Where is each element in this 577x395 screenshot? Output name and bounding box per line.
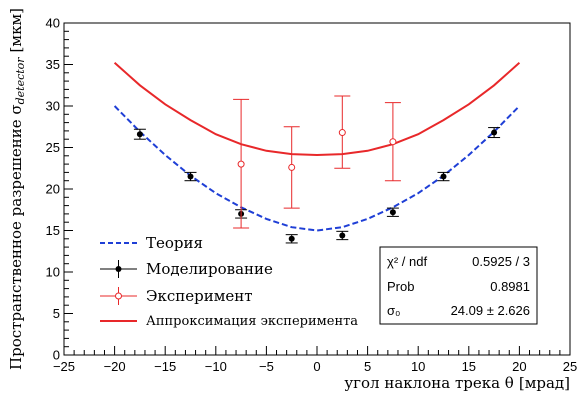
- y-axis-label-main: Пространственное разрешение σ: [7, 104, 25, 370]
- x-tick-label: −15: [154, 359, 176, 374]
- simulation-point: [288, 235, 295, 242]
- legend-label-experiment: Эксперимент: [146, 287, 253, 305]
- x-tick-label: −5: [259, 359, 274, 374]
- y-tick-label: 25: [46, 140, 60, 155]
- experiment-point: [389, 138, 397, 146]
- y-tick-label: 40: [46, 16, 60, 31]
- stats-sigma-value: 24.09 ± 2.626: [451, 303, 530, 318]
- y-tick-label: 5: [53, 306, 60, 321]
- y-axis-label-sub: detector: [14, 57, 27, 105]
- x-tick-label: −20: [104, 359, 126, 374]
- x-tick-label: 20: [512, 359, 526, 374]
- x-tick-label: −10: [205, 359, 227, 374]
- legend: Теория Моделирование Эксперимент Аппрокс…: [100, 234, 358, 329]
- simulation-point: [491, 129, 498, 136]
- legend-item-theory: Теория: [100, 234, 203, 252]
- y-tick-label: 15: [46, 223, 60, 238]
- fit-curve: [113, 62, 521, 157]
- chart-marks: [113, 62, 521, 244]
- experiment-point: [237, 160, 245, 168]
- stats-sigma-label: σ₀: [387, 303, 400, 318]
- stats-chi2-label: χ² / ndf: [387, 254, 427, 269]
- x-axis-label-main: угол наклона трека θ: [344, 374, 514, 392]
- experiment-point: [288, 163, 296, 171]
- legend-item-simulation: Моделирование: [100, 260, 273, 278]
- stats-prob-value: 0.8981: [490, 279, 530, 294]
- axes: −25 −20 −15 −10 −5 0 5 10 15 20 25 0 5 10 15 20 25 30 35 40: [46, 16, 577, 375]
- legend-swatch-simulation-marker: [115, 266, 122, 272]
- stats-box-frame: [379, 246, 538, 325]
- simulation-point: [389, 209, 396, 216]
- simulation-point: [440, 173, 447, 180]
- x-tick-label: 5: [364, 359, 371, 374]
- x-axis-label-unit: [мрад]: [519, 374, 570, 392]
- simulation-point: [187, 173, 194, 180]
- legend-swatch-experiment-marker: [115, 292, 122, 300]
- x-tick-label: 10: [411, 359, 425, 374]
- y-tick-label: 0: [53, 348, 60, 363]
- x-axis-label: угол наклона трека θ [мрад]: [344, 374, 570, 392]
- experiment-point: [338, 129, 346, 137]
- stats-chi2-value: 0.5925 / 3: [472, 254, 530, 269]
- x-tick-label: −25: [53, 359, 75, 374]
- theory-curve: [113, 105, 521, 232]
- legend-label-simulation: Моделирование: [146, 260, 273, 278]
- y-axis-label-unit: [мкм]: [7, 8, 25, 52]
- simulation-point: [136, 131, 143, 138]
- legend-label-theory: Теория: [146, 234, 203, 252]
- y-tick-label: 35: [46, 57, 60, 72]
- x-tick-label: 25: [563, 359, 577, 374]
- y-tick-label: 10: [46, 265, 60, 280]
- y-axis-label: Пространственное разрешение σdetector [мк…: [7, 8, 27, 370]
- legend-label-fit: Аппроксимация эксперимента: [146, 314, 358, 329]
- x-tick-label: 15: [462, 359, 476, 374]
- stats-box: χ² / ndf 0.5925 / 3 Prob 0.8981 σ₀ 24.09…: [379, 246, 538, 325]
- legend-item-fit: Аппроксимация эксперимента: [100, 314, 358, 329]
- x-tick-label: 0: [313, 359, 320, 374]
- y-tick-label: 20: [46, 182, 60, 197]
- y-tick-label: 30: [46, 99, 60, 114]
- simulation-point: [339, 232, 346, 239]
- legend-item-experiment: Эксперимент: [100, 287, 253, 305]
- stats-prob-label: Prob: [387, 279, 414, 294]
